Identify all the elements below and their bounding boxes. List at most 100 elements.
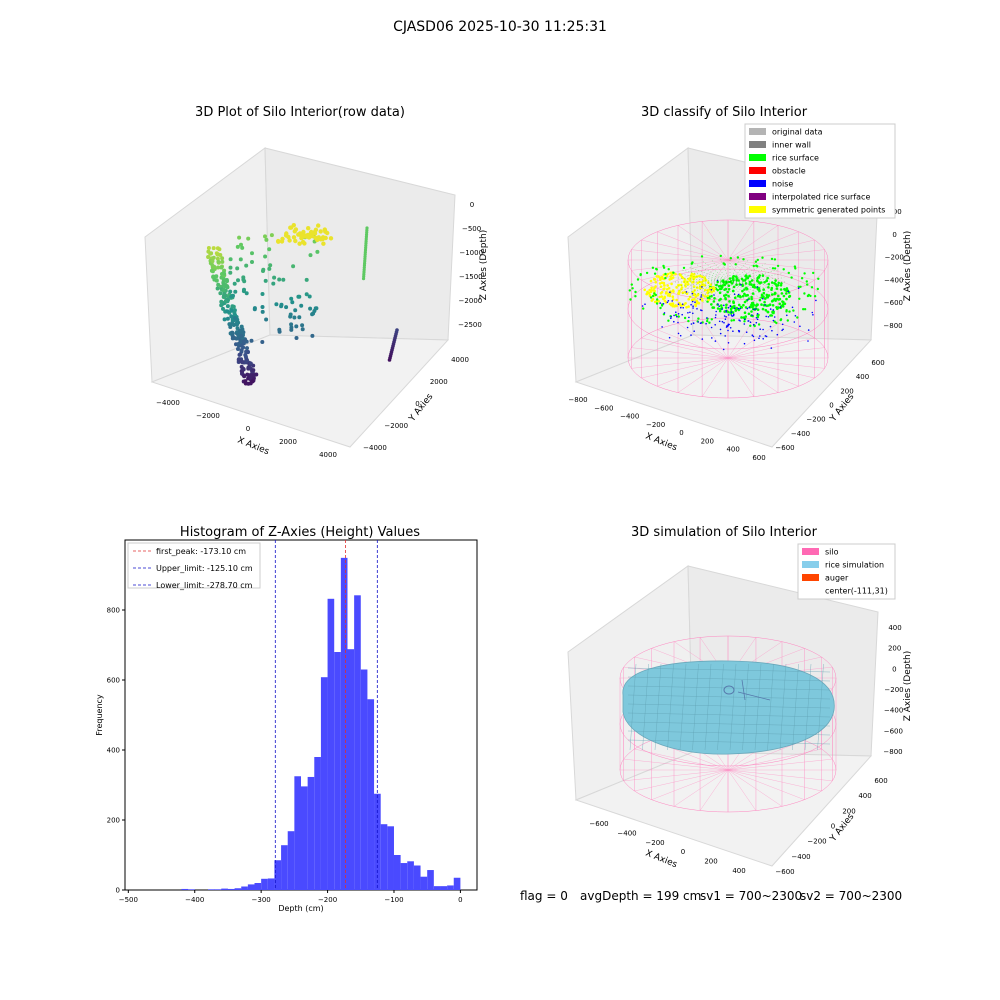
classify-radial-scan xyxy=(729,281,740,306)
histogram-bar xyxy=(440,886,448,890)
raw-z-tick-label: −1000 xyxy=(459,249,483,257)
status-sv1: sv1 = 700~2300 xyxy=(700,889,803,903)
raw-point xyxy=(219,275,224,280)
classify-noise-point xyxy=(764,304,766,306)
classify-rice-point xyxy=(773,320,776,323)
classify-rice-point xyxy=(683,316,687,320)
classify-noise-point xyxy=(694,301,696,304)
classify-noise-point xyxy=(748,306,750,309)
classify-noise-point xyxy=(746,307,749,310)
silo-roof-spoke xyxy=(677,225,729,261)
classify-rice-point xyxy=(770,257,774,261)
mesh-line xyxy=(629,663,637,751)
histogram-bar xyxy=(287,831,295,890)
raw-point xyxy=(206,255,211,259)
classify-noise-point xyxy=(767,316,770,318)
simulation-legend-entries: silo rice simulation auger center(-111,31) xyxy=(802,548,888,596)
classify-rice-point xyxy=(802,308,805,311)
simulation-plot-title: 3D simulation of Silo Interior xyxy=(631,525,818,540)
classify-rice-point xyxy=(754,260,758,263)
histogram-bar xyxy=(307,776,315,890)
silo-floor-spoke xyxy=(623,769,729,782)
classify-noise-point xyxy=(732,314,735,317)
raw-point xyxy=(250,260,254,264)
classify-symmetric-point xyxy=(713,287,716,291)
raw-z-tick-label: −2000 xyxy=(459,297,483,305)
classify-symmetric-point xyxy=(710,291,713,294)
classify-symmetric-point xyxy=(675,286,678,289)
classify-noise-point xyxy=(752,323,755,326)
classify-symmetric-point xyxy=(704,279,708,282)
classify-noise-point xyxy=(739,320,741,322)
classify-rice-point xyxy=(782,294,786,298)
figure-suptitle: CJASD06 2025-10-30 11:25:31 xyxy=(393,19,607,35)
classify-noise-point xyxy=(675,311,677,314)
classify-rice-point xyxy=(771,267,775,270)
silo-roof-spoke xyxy=(727,259,799,289)
mesh-line xyxy=(679,663,687,751)
classify-rice-point xyxy=(810,286,814,289)
raw-point xyxy=(289,322,294,327)
raw-point xyxy=(240,366,245,371)
raw-y-tick-label: 4000 xyxy=(451,356,469,364)
raw-point xyxy=(249,338,254,343)
histogram-legend-label: Upper_limit: -125.10 cm xyxy=(156,564,253,573)
silo-floor-spoke xyxy=(623,758,729,771)
classify-rice-point xyxy=(718,309,722,313)
histogram-bar xyxy=(188,889,195,890)
histogram-y-tick-label: 400 xyxy=(107,747,120,755)
classify-rice-point xyxy=(785,297,788,301)
simulation-legend: silo rice simulation auger center(-111,31) xyxy=(797,543,896,600)
simulation-x-tick-label: −600 xyxy=(589,820,608,828)
classify-noise-point xyxy=(669,291,671,294)
raw-point xyxy=(245,346,249,351)
mesh-line xyxy=(654,663,662,751)
classify-noise-point xyxy=(693,330,695,333)
classify-noise-point xyxy=(786,314,788,317)
raw-point xyxy=(260,292,265,296)
classify-rice-point xyxy=(747,312,751,316)
classify-rice-point xyxy=(799,285,802,288)
classify-noise-point xyxy=(733,313,735,316)
histogram-bar xyxy=(274,860,282,890)
simulation-x-tick-label: −200 xyxy=(645,839,664,847)
raw-point xyxy=(300,239,306,245)
classify-rice-point xyxy=(677,315,680,318)
simulation-y-tick-label: 400 xyxy=(858,792,871,800)
classify-rice-point xyxy=(732,289,735,293)
raw-point xyxy=(320,236,325,242)
classify-symmetric-point xyxy=(691,290,695,294)
raw-point xyxy=(314,306,319,311)
classify-rice-point xyxy=(720,304,723,307)
silo-floor-spoke xyxy=(657,357,729,387)
raw-point xyxy=(300,327,305,332)
classify-z-axis-label: Z Axies (Depth) xyxy=(903,231,913,302)
classify-y-tick-label: −200 xyxy=(806,416,825,424)
classify-noise-point xyxy=(755,317,758,319)
mesh-line xyxy=(667,663,674,751)
raw-point xyxy=(232,281,237,286)
classify-noise-point xyxy=(666,301,669,304)
classify-noise-point xyxy=(727,324,729,327)
classify-noise-point xyxy=(725,309,727,312)
classify-noise-point xyxy=(700,309,702,311)
histogram-bar xyxy=(453,877,461,890)
classify-rice-point xyxy=(750,297,753,301)
classify-rice-point xyxy=(743,311,747,315)
classify-noise-point xyxy=(677,303,680,306)
classify-symmetric-point xyxy=(684,282,687,286)
simulation-z-axis-label: Z Axies (Depth) xyxy=(903,651,913,722)
classify-symmetric-point xyxy=(695,302,699,305)
mesh-line xyxy=(627,739,831,745)
raw-point xyxy=(318,229,323,234)
classify-rice-point xyxy=(667,319,670,322)
classify-rice-point xyxy=(758,274,761,277)
classify-rice-point xyxy=(773,258,777,261)
classify-symmetric-point xyxy=(693,292,696,296)
classify-symmetric-point xyxy=(650,286,653,290)
raw-point xyxy=(289,225,294,230)
classify-rice-point xyxy=(649,296,653,299)
classify-rice-point xyxy=(713,297,716,300)
raw-point xyxy=(228,265,233,270)
